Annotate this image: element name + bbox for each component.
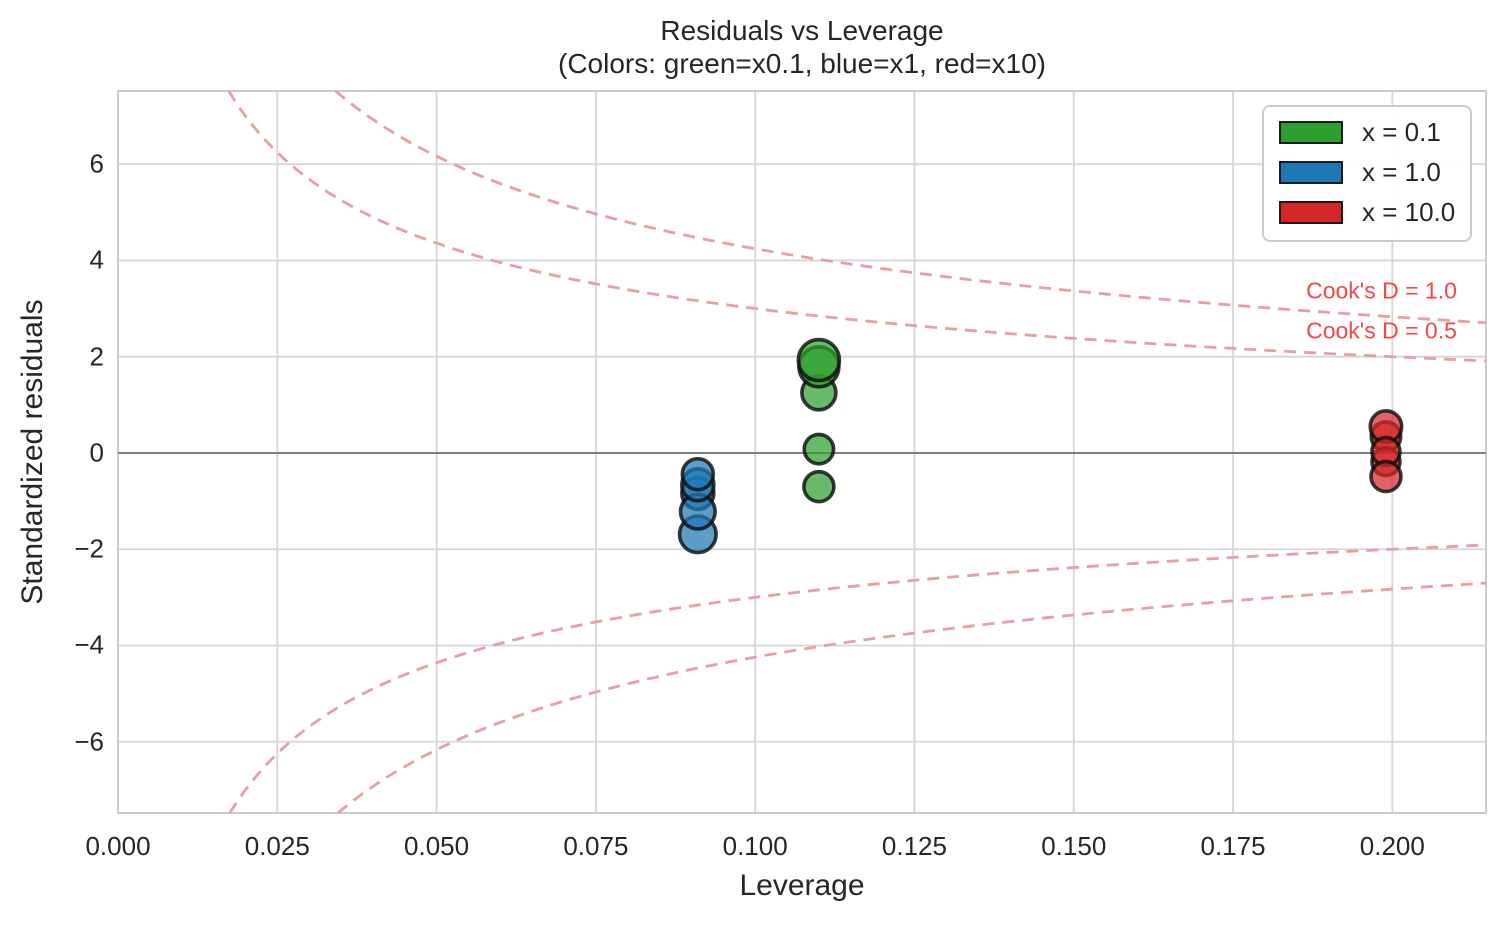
y-tick-label: 0 (89, 437, 104, 468)
x-tick-label: 0.000 (85, 831, 151, 861)
y-tick-label: 6 (89, 148, 104, 179)
cooks-d-annotation: Cook's D = 1.0 (1306, 277, 1457, 304)
x-tick-label: 0.050 (404, 831, 470, 861)
legend: x = 0.1 x = 1.0 x = 10.0 (1262, 105, 1472, 242)
legend-swatch (1279, 120, 1343, 144)
cooks-distance-contour (228, 543, 1486, 813)
legend-label: x = 1.0 (1362, 156, 1441, 187)
x-tick-label: 0.125 (881, 831, 947, 861)
y-tick-label: −4 (74, 629, 104, 660)
x-tick-label: 0.025 (244, 831, 310, 861)
legend-entry: x = 10.0 (1264, 192, 1470, 232)
y-axis-label: Standardized residuals (16, 299, 49, 605)
cooks-distance-contour (334, 91, 1486, 325)
x-tick-label: 0.075 (563, 831, 629, 861)
cooks-distance-contour (337, 581, 1486, 813)
data-point (796, 337, 842, 383)
x-tick-label: 0.175 (1200, 831, 1266, 861)
data-point (802, 469, 836, 504)
y-tick-label: 4 (89, 244, 104, 275)
x-axis-label: Leverage (739, 869, 865, 902)
legend-label: x = 10.0 (1362, 196, 1456, 227)
cooks-d-annotation: Cook's D = 0.5 (1306, 317, 1457, 344)
legend-entry: x = 1.0 (1264, 152, 1470, 192)
chart-subtitle: (Colors: green=x0.1, blue=x1, red=x10) (558, 48, 1046, 79)
chart-title: Residuals vs Leverage (660, 15, 944, 46)
legend-swatch (1279, 200, 1343, 224)
y-tick-label: −2 (74, 533, 104, 564)
data-point (802, 432, 836, 466)
x-tick-label: 0.150 (1041, 831, 1107, 861)
data-point (680, 456, 716, 492)
legend-label: x = 0.1 (1362, 116, 1441, 147)
y-tick-label: −6 (74, 726, 104, 757)
x-tick-label: 0.200 (1359, 831, 1425, 861)
data-point (1369, 459, 1403, 494)
cooks-distance-contour (227, 91, 1486, 363)
x-tick-label: 0.100 (722, 831, 788, 861)
legend-swatch (1279, 160, 1343, 184)
title-block: Residuals vs Leverage (Colors: green=x0.… (118, 14, 1486, 80)
legend-entry: x = 0.1 (1264, 112, 1470, 152)
y-tick-label: 2 (89, 341, 104, 372)
